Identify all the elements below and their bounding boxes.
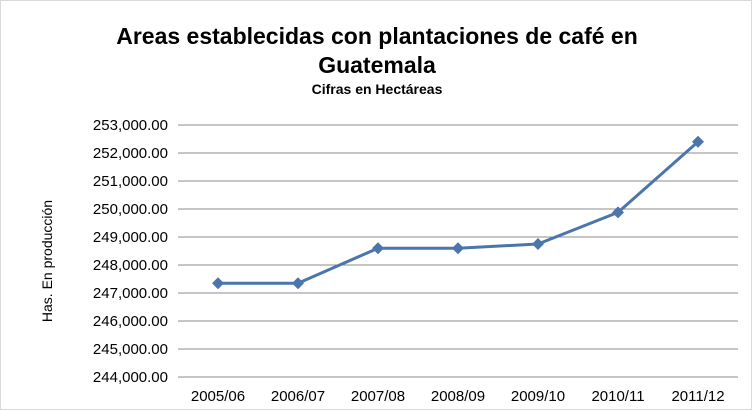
- y-tick-label: 246,000.00: [93, 313, 168, 330]
- data-point-marker: [532, 238, 544, 250]
- x-tick-label: 2011/12: [671, 388, 724, 405]
- y-tick-label: 250,000.00: [93, 201, 168, 218]
- x-tick-label: 2006/07: [271, 388, 325, 405]
- data-point-marker: [692, 135, 704, 148]
- chart-title-line-2: Guatemala: [318, 52, 436, 78]
- y-tick-label: 245,000.00: [93, 341, 168, 358]
- x-tick-label: 2007/08: [351, 388, 405, 405]
- y-tick-label: 248,000.00: [93, 257, 168, 274]
- y-tick-label: 251,000.00: [93, 173, 168, 190]
- data-point-marker: [452, 242, 464, 255]
- y-tick-label: 249,000.00: [93, 229, 168, 246]
- y-tick-label: 244,000.00: [93, 369, 168, 386]
- data-point-marker: [612, 206, 624, 219]
- series-line: [218, 140, 699, 285]
- chart-title-line-1: Areas establecidas con plantaciones de c…: [116, 23, 638, 49]
- y-axis-label: Has. En producción: [39, 200, 55, 322]
- data-point-marker: [292, 277, 304, 290]
- y-tick-label: 253,000.00: [93, 117, 168, 134]
- chart-subtitle: Cifras en Hectáreas: [311, 81, 443, 97]
- x-axis-ticks: 2005/06 2006/07 2007/08 2008/09 2009/10 2010/…: [191, 388, 725, 405]
- y-axis-ticks: 244,000.00 245,000.00 246,000.00 247,000.00…: [93, 117, 168, 386]
- series-group: [212, 135, 704, 290]
- x-tick-label: 2009/10: [511, 388, 565, 405]
- data-point-marker: [212, 277, 224, 290]
- x-tick-label: 2005/06: [191, 388, 245, 405]
- x-tick-label: 2010/11: [591, 388, 644, 405]
- y-tick-label: 247,000.00: [93, 285, 168, 302]
- gridlines: [178, 124, 738, 378]
- x-tick-label: 2008/09: [431, 388, 485, 405]
- y-tick-label: 252,000.00: [93, 145, 168, 162]
- data-point-marker: [372, 242, 384, 255]
